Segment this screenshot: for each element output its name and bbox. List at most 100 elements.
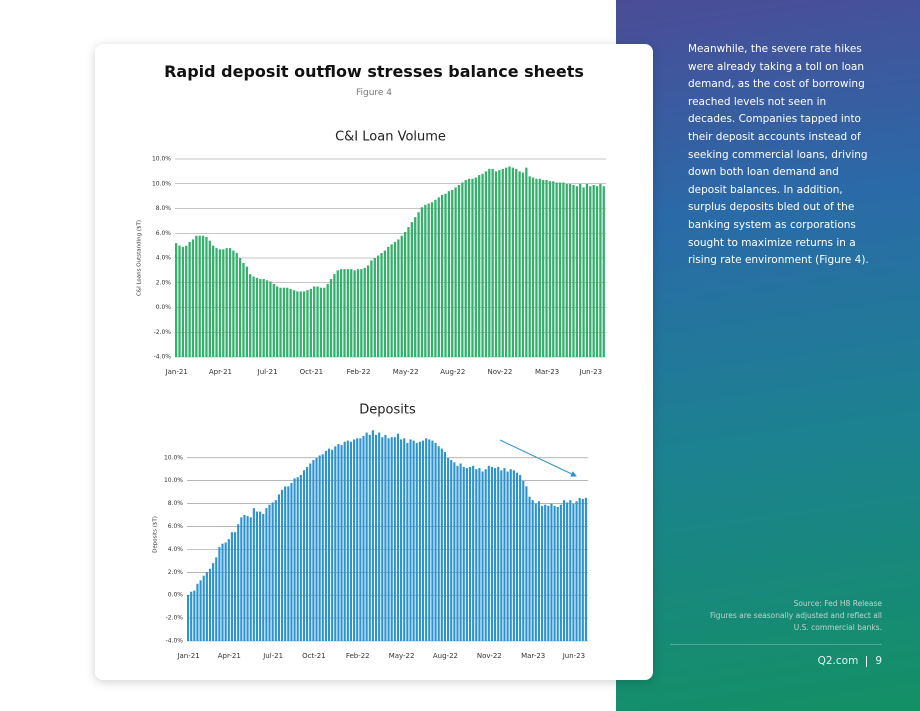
bar <box>215 248 218 357</box>
bar <box>525 486 528 641</box>
bar <box>459 463 462 641</box>
bar <box>383 250 387 357</box>
bar <box>340 445 343 641</box>
bar <box>222 249 225 357</box>
bar <box>225 248 228 357</box>
bar <box>227 539 230 641</box>
bar <box>497 466 500 641</box>
footer: Q2.com 9 <box>818 655 882 667</box>
bar <box>528 496 531 641</box>
bar <box>599 183 602 357</box>
bar <box>465 468 468 641</box>
bar <box>534 503 537 641</box>
bar <box>525 167 528 357</box>
bar <box>506 471 509 641</box>
bar <box>462 466 465 641</box>
figure-title: Rapid deposit outflow stresses balance s… <box>164 62 584 81</box>
bar <box>447 457 450 641</box>
bar <box>337 444 340 641</box>
bar <box>218 547 221 641</box>
bar <box>221 543 224 641</box>
bar <box>494 468 497 641</box>
bar <box>299 474 302 641</box>
bar <box>331 449 334 641</box>
bar <box>306 290 309 357</box>
bar <box>528 176 531 357</box>
bar <box>380 253 383 357</box>
bar <box>346 440 349 641</box>
bar <box>501 168 504 357</box>
bar <box>550 503 553 641</box>
bar <box>238 258 242 357</box>
bar <box>245 266 249 357</box>
bar <box>205 572 208 641</box>
y-tick-label: 2.0% <box>168 569 184 576</box>
bar <box>350 269 353 357</box>
y-tick-label: 6.0% <box>168 523 184 530</box>
bar <box>443 452 447 641</box>
bar <box>302 470 306 641</box>
bar <box>509 469 512 641</box>
bar <box>215 557 218 641</box>
bar <box>589 186 592 357</box>
bar <box>370 260 373 357</box>
bar <box>484 469 487 641</box>
y-tick-label: 8.0% <box>168 500 184 507</box>
bar <box>362 436 365 641</box>
bar <box>262 513 265 641</box>
bar <box>190 591 193 641</box>
bar <box>478 468 481 641</box>
bar <box>327 448 331 641</box>
bar <box>296 477 299 641</box>
bar <box>333 274 336 357</box>
bar <box>461 182 464 357</box>
bar <box>559 504 562 641</box>
bar <box>205 236 208 357</box>
bar <box>193 590 196 641</box>
bar <box>290 482 293 641</box>
y-tick-label: -4.0% <box>166 638 184 645</box>
bar <box>268 504 271 641</box>
bar <box>363 267 366 357</box>
x-tick-label: Aug-22 <box>433 652 458 660</box>
y-tick-label: -2.0% <box>154 329 172 336</box>
bar <box>538 178 541 357</box>
y-axis-label: C&I Loans Outstanding ($T) <box>137 220 143 296</box>
bar <box>272 283 275 357</box>
bar <box>282 287 286 357</box>
bar <box>289 288 292 357</box>
y-tick-label: -4.0% <box>154 354 172 361</box>
bar <box>562 182 565 357</box>
bar <box>406 442 409 641</box>
bar <box>511 167 515 357</box>
bar <box>475 469 478 641</box>
page-number: 9 <box>875 655 882 667</box>
y-tick-label: 10.0% <box>164 454 183 461</box>
y-tick-label: 10.0% <box>164 477 183 484</box>
bar <box>175 243 178 357</box>
bar <box>515 472 519 641</box>
bar <box>409 439 412 641</box>
y-axis-label: Deposits ($T) <box>153 516 159 553</box>
bar <box>454 187 457 357</box>
bar <box>356 438 359 641</box>
bar <box>377 255 380 357</box>
bar <box>566 502 569 641</box>
bar <box>569 500 572 641</box>
bar <box>277 494 280 641</box>
bar <box>255 511 259 641</box>
bar <box>592 184 595 357</box>
bar <box>178 245 181 357</box>
bar <box>212 563 215 641</box>
bar <box>558 182 562 357</box>
bar <box>474 177 477 357</box>
bar <box>387 246 390 357</box>
bar <box>279 287 282 357</box>
bar <box>464 180 467 357</box>
figure-number: Figure 4 <box>355 88 393 98</box>
bar <box>537 501 541 641</box>
bar <box>269 281 272 357</box>
bar <box>181 246 185 357</box>
bar <box>498 170 501 357</box>
